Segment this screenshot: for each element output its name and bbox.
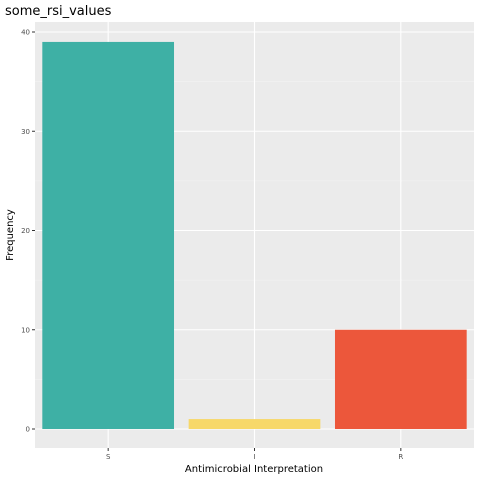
y-axis-label: Frequency bbox=[5, 209, 16, 261]
bars bbox=[42, 41, 467, 430]
bar-I bbox=[188, 419, 321, 429]
x-tick-label: S bbox=[106, 453, 111, 461]
y-tick-label: 30 bbox=[21, 128, 30, 136]
y-tick-label: 20 bbox=[21, 227, 30, 235]
bar-S bbox=[42, 41, 175, 430]
y-tick-label: 0 bbox=[26, 426, 30, 434]
x-axis-label: Antimicrobial Interpretation bbox=[185, 464, 323, 475]
x-tick-label: R bbox=[398, 453, 403, 461]
x-tick-label: I bbox=[253, 453, 255, 461]
chart-title: some_rsi_values bbox=[5, 4, 112, 19]
y-axis: 0 10 20 30 40 bbox=[21, 29, 35, 434]
y-tick-label: 10 bbox=[21, 326, 30, 334]
bar-R bbox=[334, 329, 467, 429]
y-tick-label: 40 bbox=[21, 29, 30, 37]
